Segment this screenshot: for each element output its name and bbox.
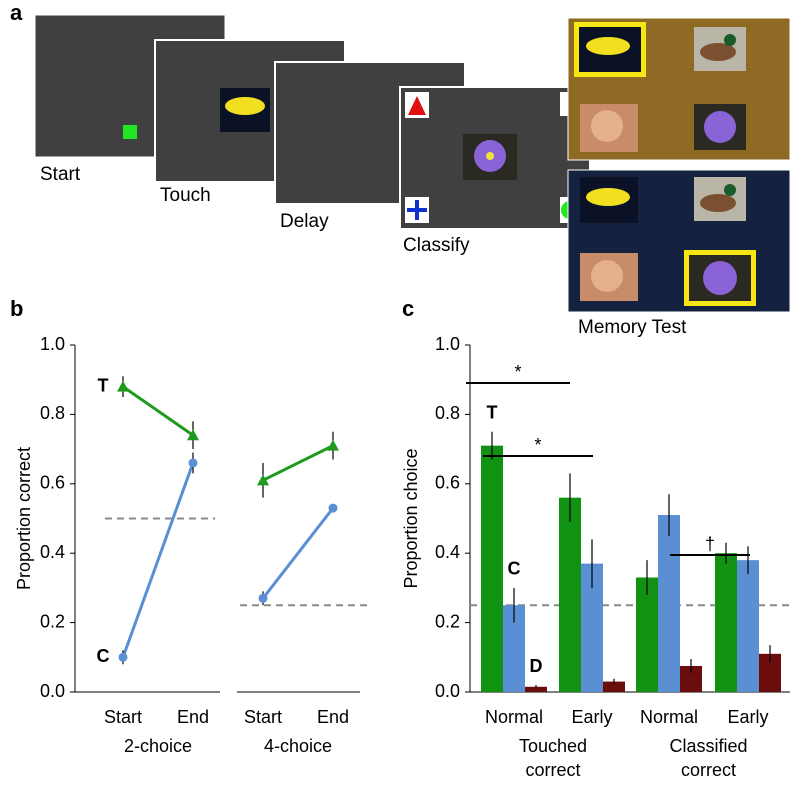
x-tick-label: End [177,707,209,727]
screen-label: Start [40,164,81,185]
bar [737,560,759,692]
series-line [261,507,335,600]
x-tick-label: Early [727,707,768,727]
group-label: 4-choice [264,736,332,756]
x-tick-label: Normal [640,707,698,727]
series-line [121,462,195,658]
y-tick-label: 0.0 [435,681,460,701]
y-tick-label: 1.0 [435,334,460,354]
y-tick-label: 0.6 [40,473,65,493]
y-tick-label: 0.4 [435,542,460,562]
screen-label: Classify [403,235,470,256]
marker [328,503,338,513]
marker [188,458,198,468]
fish-image [220,88,270,132]
screen-label: Delay [280,211,329,232]
series-label: T [487,403,498,423]
marker [327,439,339,451]
x-tick-label: Start [244,707,282,727]
bar [658,515,680,692]
y-tick-label: 1.0 [40,334,65,354]
bar [759,653,781,692]
x-tick-label: End [317,707,349,727]
y-tick-label: 0.8 [40,403,65,423]
x-tick-label: Normal [485,707,543,727]
bar [559,497,581,692]
marker [117,380,129,392]
marker [258,593,268,603]
bar [503,605,525,692]
series-line [122,385,194,437]
y-tick-label: 0.0 [40,681,65,701]
group-label: Classified [669,736,747,756]
y-tick-label: 0.8 [435,403,460,423]
y-tick-label: 0.6 [435,473,460,493]
series-label: C [97,646,110,666]
group-label: Touched [519,736,587,756]
x-tick-label: Early [571,707,612,727]
marker [118,652,128,662]
bar [636,577,658,692]
series-label: T [98,375,109,395]
significance-marker: * [514,362,521,382]
y-tick-label: 0.2 [435,611,460,631]
panel-label: c [402,296,414,321]
panel-label: b [10,296,23,321]
cross-icon [407,200,427,220]
screen-label: Touch [160,185,211,206]
group-label: correct [681,760,736,780]
series-label: C [508,559,521,579]
y-tick-label: 0.2 [40,611,65,631]
screen-label: Memory Test [578,317,687,338]
group-label: 2-choice [124,736,192,756]
series-label: D [530,656,543,676]
flower-image [463,134,517,180]
significance-marker: † [705,534,715,554]
group-label: correct [525,760,580,780]
panel-label: a [10,0,23,25]
bar [680,665,702,692]
series-line [262,444,334,482]
start-square [123,125,137,139]
bar [525,686,547,692]
x-tick-label: Start [104,707,142,727]
marker [187,429,199,441]
y-axis-label: Proportion choice [401,448,421,588]
y-tick-label: 0.4 [40,542,65,562]
schematic: Start Touch Delay Classify Memory Test [34,14,791,338]
bar [715,553,737,692]
marker [257,474,269,486]
bar [603,681,625,692]
significance-marker: * [534,435,541,455]
y-axis-label: Proportion correct [14,447,34,590]
triangle-icon [408,96,426,115]
bar [581,563,603,692]
bar [481,445,503,692]
